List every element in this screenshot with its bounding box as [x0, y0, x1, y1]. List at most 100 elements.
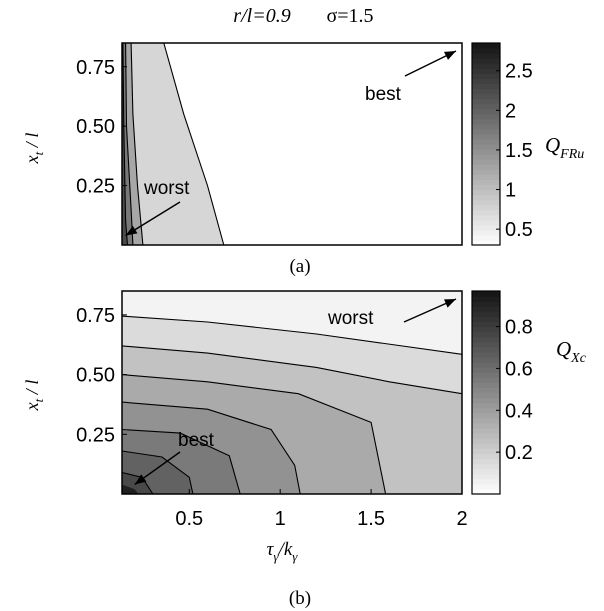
- colorbar-tick-label: 0.8: [505, 317, 533, 339]
- colorbar-segment: [472, 453, 500, 460]
- colorbar-segment: [472, 412, 500, 419]
- colorbar-segment: [472, 113, 500, 120]
- contour-line: [121, 401, 301, 495]
- heatmap-band: [122, 43, 224, 245]
- panel-a-plot-frame: [121, 42, 463, 246]
- colorbar-tick-label: 0.2: [505, 442, 533, 464]
- colorbar-segment: [472, 149, 500, 155]
- colorbar-tick-label: 1.5: [505, 140, 533, 162]
- colorbar-segment: [472, 68, 500, 74]
- colorbar-segment: [472, 78, 500, 84]
- colorbar-segment: [472, 326, 500, 333]
- colorbar-segment: [472, 133, 500, 140]
- colorbar-segment: [472, 336, 500, 343]
- annotation-arrowhead: [444, 299, 456, 308]
- colorbar-segment: [472, 321, 500, 328]
- colorbar-segment: [472, 346, 500, 353]
- colorbar-segment: [472, 194, 500, 201]
- colorbar-segment: [472, 144, 500, 150]
- colorbar-segment: [472, 407, 500, 414]
- colorbar-segment: [472, 316, 500, 323]
- colorbar-segment: [472, 478, 500, 485]
- colorbar-segment: [472, 219, 500, 226]
- contour-line: [121, 345, 463, 395]
- panel-b-contours: [121, 315, 463, 495]
- x-tick-label: 1.5: [357, 508, 385, 530]
- panel-b-colorbar-label: QXc: [556, 337, 587, 366]
- colorbar-segment: [472, 128, 500, 135]
- colorbar-segment: [472, 118, 500, 125]
- annotation-arrowhead: [125, 225, 138, 236]
- colorbar-segment: [472, 351, 500, 358]
- colorbar-segment: [472, 488, 500, 495]
- colorbar-segment: [472, 362, 500, 368]
- colorbar-frame: [471, 42, 501, 246]
- colorbar-segment: [472, 63, 500, 69]
- colorbar-segment: [472, 123, 500, 130]
- colorbar-segment: [472, 448, 500, 454]
- colorbar-segment: [472, 402, 500, 409]
- colorbar-segment: [472, 108, 500, 115]
- colorbar-segment: [472, 43, 500, 49]
- panel-b-annotations: worst best: [134, 298, 457, 486]
- x-tick-label: 0.5: [175, 508, 203, 530]
- annotation-arrowhead: [444, 51, 456, 60]
- colorbar-segment: [472, 331, 500, 338]
- colorbar-segment: [472, 438, 500, 444]
- colorbar-segment: [472, 169, 500, 175]
- colorbar-tick-label: 1: [505, 180, 516, 202]
- x-tick-label: 1: [275, 508, 286, 530]
- colorbar-segment: [472, 138, 500, 145]
- contour-line: [121, 428, 241, 495]
- colorbar-segment: [472, 184, 500, 191]
- contour-line: [121, 315, 463, 355]
- panel-b: 0.25 0.50 0.75 0.5 1 1.5 2 0.2 0.4 0.6 0.8 worst…: [22, 290, 587, 609]
- colorbar-frame: [471, 290, 501, 495]
- colorbar-segment: [472, 372, 500, 378]
- annotation-worst: worst: [143, 178, 190, 199]
- header-sigma: σ=1.5: [326, 5, 373, 27]
- x-tick-label: 2: [456, 508, 467, 530]
- colorbar-segment: [472, 214, 500, 221]
- colorbar-segment: [472, 154, 500, 160]
- colorbar-segment: [472, 58, 500, 64]
- panel-b-x-ticks: 0.5 1 1.5 2: [175, 489, 468, 530]
- colorbar-segment: [472, 164, 500, 170]
- panel-b-colorbar: 0.2 0.4 0.6 0.8: [471, 290, 533, 495]
- colorbar-segment: [472, 463, 500, 470]
- colorbar-segment: [472, 468, 500, 475]
- panel-a-colorbar-label: QFRu: [545, 133, 584, 162]
- colorbar-segment: [472, 189, 500, 196]
- colorbar-segment: [472, 301, 500, 307]
- y-tick-label: 0.75: [76, 305, 115, 327]
- panel-a-annotations: best worst: [125, 50, 457, 237]
- panel-a-colorbar: 0.5 1 1.5 2 2.5: [471, 42, 533, 246]
- colorbar-segment: [472, 93, 500, 100]
- panel-a-label: (a): [289, 256, 310, 277]
- colorbar-segment: [472, 473, 500, 480]
- colorbar-segment: [472, 179, 500, 185]
- colorbar-segment: [472, 341, 500, 348]
- header-ratio: r/l=0.9: [233, 5, 290, 27]
- colorbar-segment: [472, 229, 500, 236]
- contour-line: [130, 42, 144, 246]
- contour-line: [121, 450, 194, 495]
- colorbar-segment: [472, 53, 500, 59]
- annotation-best: best: [365, 84, 402, 105]
- contour-line: [122, 42, 129, 246]
- colorbar-segment: [472, 234, 500, 241]
- colorbar-segment: [472, 73, 500, 79]
- heatmap-band: [122, 484, 139, 494]
- y-tick-label: 0.50: [76, 116, 115, 138]
- colorbar-segment: [472, 239, 500, 246]
- panel-a: 0.25 0.50 0.75 0.5 1 1.5 2 2.5 best worst xt / …: [22, 42, 584, 277]
- colorbar-segment: [472, 387, 500, 394]
- colorbar-tick-label: 0.5: [505, 219, 533, 241]
- colorbar-segment: [472, 443, 500, 449]
- panel-b-label: (b): [289, 588, 311, 609]
- panel-a-ylabel: xt / l: [22, 133, 46, 165]
- colorbar-segment: [472, 422, 500, 429]
- y-tick-label: 0.25: [76, 176, 115, 198]
- colorbar-segment: [472, 204, 500, 211]
